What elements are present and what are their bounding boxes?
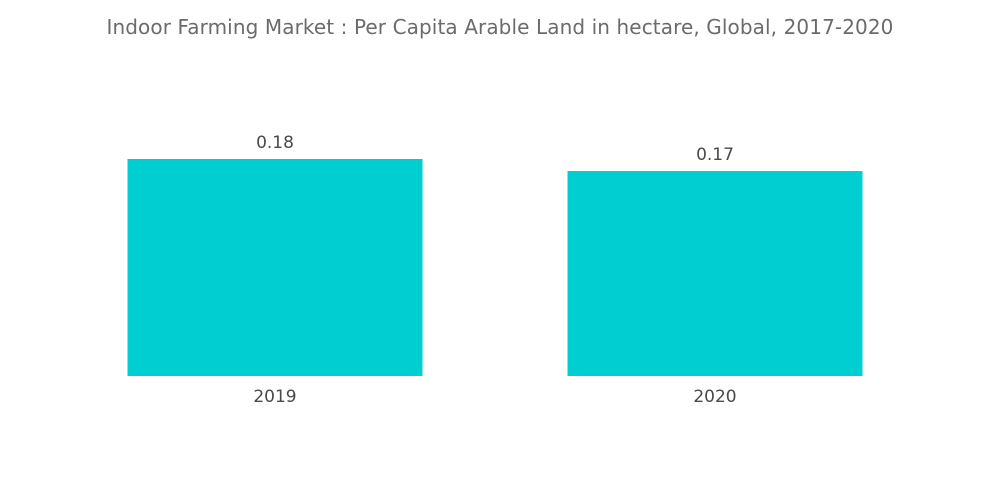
- bars-group: [127, 159, 863, 376]
- x-axis-ticks: 2019 2020: [253, 387, 736, 407]
- chart-title: Indoor Farming Market : Per Capita Arabl…: [106, 15, 894, 39]
- x-tick-label-2020: 2020: [693, 387, 736, 407]
- bar-2019: [127, 159, 423, 376]
- value-labels-group: 0.18 0.17: [256, 133, 734, 165]
- x-tick-label-2019: 2019: [253, 387, 296, 407]
- value-label-2020: 0.17: [696, 145, 734, 165]
- value-label-2019: 0.18: [256, 133, 294, 153]
- bar-2020: [567, 171, 863, 376]
